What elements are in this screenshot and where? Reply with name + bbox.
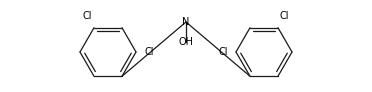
- Text: Cl: Cl: [83, 12, 92, 22]
- Text: Cl: Cl: [218, 47, 228, 57]
- Text: N: N: [182, 17, 190, 27]
- Text: Cl: Cl: [144, 47, 154, 57]
- Text: Cl: Cl: [280, 12, 289, 22]
- Text: OH: OH: [179, 37, 193, 47]
